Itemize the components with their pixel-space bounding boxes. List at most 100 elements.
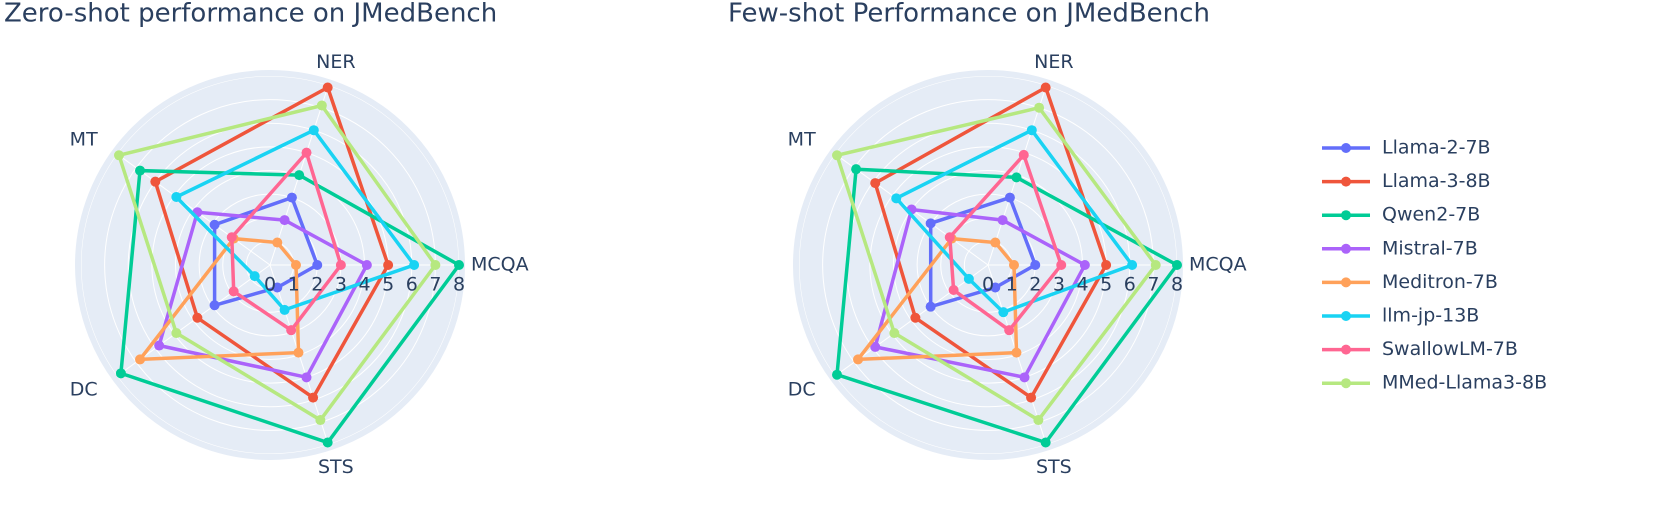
category-label: DC	[788, 379, 816, 401]
series-line	[893, 127, 1135, 315]
series-marker	[308, 392, 319, 403]
series-line	[230, 149, 343, 333]
radial-tick-label: 2	[311, 274, 323, 296]
series-marker	[853, 354, 864, 365]
series-marker	[290, 260, 301, 270]
series-marker	[925, 218, 936, 229]
category-label: NER	[316, 51, 355, 73]
radial-tick-label: 6	[406, 274, 418, 296]
series-marker	[315, 415, 326, 426]
series-marker	[891, 193, 902, 204]
series-marker	[150, 176, 161, 187]
series-marker	[1004, 325, 1015, 336]
series-marker	[294, 170, 305, 181]
series-marker	[409, 260, 420, 270]
category-label: MCQA	[1189, 254, 1247, 276]
chart-title: Zero-shot performance on JMedBench	[4, 0, 497, 29]
series-marker	[286, 192, 297, 203]
series-marker	[1018, 149, 1029, 160]
series-marker	[1172, 260, 1182, 270]
series-marker	[1127, 260, 1138, 270]
series-marker	[301, 372, 312, 383]
series-marker	[889, 328, 900, 339]
series-marker	[990, 237, 1001, 248]
series-marker	[322, 437, 333, 448]
legend-label: Mistral-7B	[1382, 237, 1478, 259]
category-label: DC	[70, 379, 98, 401]
series-marker	[135, 354, 146, 365]
radial-tick-label: 5	[1100, 274, 1112, 296]
category-label: STS	[318, 456, 354, 478]
series-line	[119, 168, 462, 445]
legend-marker	[1341, 277, 1351, 288]
series-marker	[114, 150, 125, 161]
series-marker	[990, 282, 1001, 293]
series-line	[873, 84, 1109, 401]
legend-marker	[1341, 378, 1351, 389]
series-marker	[944, 232, 955, 243]
series-marker	[1079, 260, 1090, 270]
category-label: STS	[1036, 456, 1072, 478]
series-marker	[209, 219, 220, 230]
series-marker	[851, 164, 862, 175]
series-line	[116, 103, 438, 423]
series-line	[153, 84, 391, 401]
legend-marker	[1341, 344, 1351, 355]
series-marker	[335, 260, 346, 270]
series-marker	[171, 328, 182, 339]
radial-tick-label: 8	[1171, 274, 1183, 296]
series-marker	[1026, 392, 1037, 403]
series-marker	[454, 260, 464, 270]
series-line	[834, 105, 1158, 423]
series-marker	[1150, 260, 1161, 270]
legend-label: Llama-3-8B	[1382, 170, 1491, 192]
series-marker	[226, 232, 237, 243]
legend-marker	[1341, 176, 1351, 187]
series-marker	[1011, 347, 1022, 358]
series-marker	[272, 282, 283, 293]
legend-marker	[1341, 243, 1351, 254]
radial-tick-label: 4	[358, 274, 370, 296]
series-marker	[1040, 82, 1051, 93]
series-marker	[383, 260, 394, 270]
legend-label: SwallowLM-7B	[1382, 338, 1518, 360]
series-marker	[115, 368, 126, 379]
series-marker	[1008, 260, 1019, 270]
series-marker	[1034, 102, 1045, 113]
radial-tick-label: 1	[288, 274, 300, 296]
radial-tick-label: 5	[382, 274, 394, 296]
series-marker	[279, 304, 290, 315]
series-marker	[171, 191, 182, 202]
series-marker	[925, 301, 936, 312]
series-marker	[154, 340, 165, 351]
category-label: MCQA	[471, 254, 529, 276]
series-marker	[948, 284, 959, 295]
series-marker	[1011, 172, 1022, 183]
category-label: MT	[788, 128, 816, 150]
legend-label: Llama-2-7B	[1382, 137, 1491, 159]
series-marker	[322, 82, 333, 93]
series-marker	[1004, 192, 1015, 203]
radial-tick-label: 1	[1006, 274, 1018, 296]
series-marker	[430, 260, 441, 270]
radial-tick-label: 6	[1124, 274, 1136, 296]
series-marker	[870, 341, 881, 352]
radial-tick-label: 3	[1053, 274, 1065, 296]
radial-tick-label: 8	[453, 274, 465, 296]
series-line	[835, 167, 1180, 445]
series-line	[156, 210, 370, 380]
series-marker	[1056, 260, 1067, 270]
legend-marker	[1341, 311, 1351, 321]
radial-tick-label: 3	[335, 274, 347, 296]
legend-label: llm-jp-13B	[1382, 305, 1479, 327]
series-marker	[1040, 437, 1051, 448]
series-line	[873, 207, 1088, 380]
series-marker	[832, 369, 843, 380]
series-marker	[1026, 125, 1037, 136]
legend-marker	[1341, 210, 1351, 221]
series-marker	[1030, 260, 1041, 270]
series-marker	[832, 150, 843, 161]
legend-marker	[1341, 143, 1351, 153]
legend-label: Meditron-7B	[1382, 271, 1498, 293]
